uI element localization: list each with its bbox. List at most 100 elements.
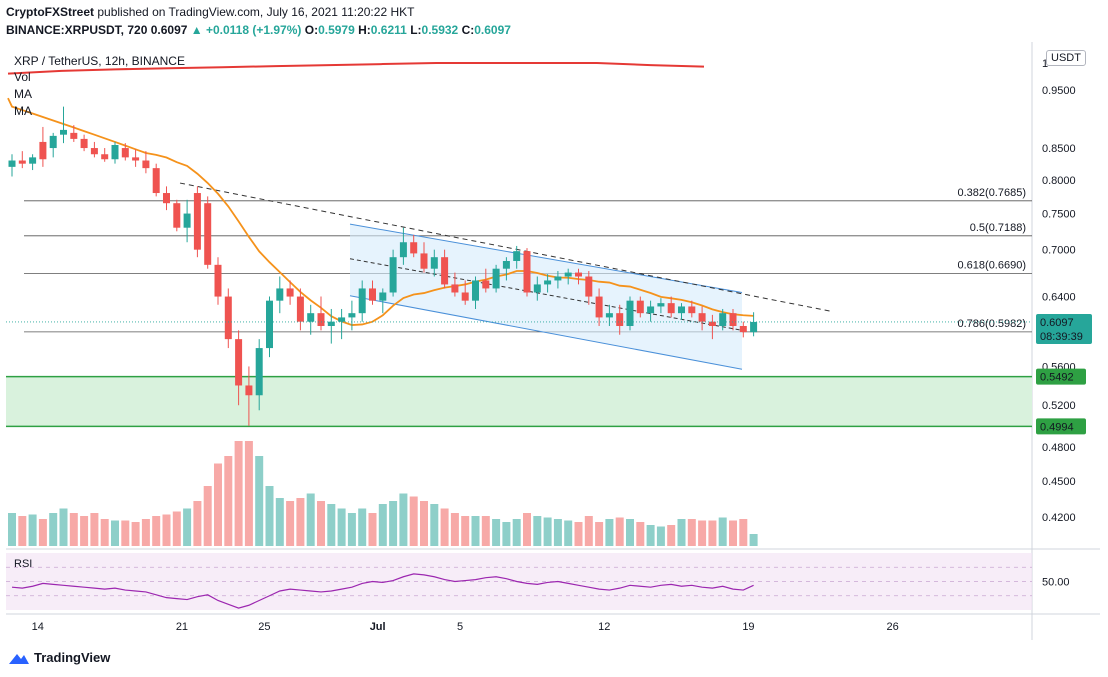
candle-body-40 (420, 253, 428, 269)
rsi-label: RSI (14, 558, 32, 570)
candle-body-47 (492, 268, 500, 289)
volume-bar-45 (471, 516, 480, 546)
candle-body-15 (163, 193, 170, 204)
volume-bar-8 (90, 513, 99, 546)
candle-body-71 (739, 325, 747, 333)
low-value: 0.5932 (421, 23, 459, 37)
fib-label-0: 0.382(0.7685) (958, 187, 1027, 199)
time-axis[interactable]: 14 21 25 Jul 5 12 19 26 (32, 621, 899, 633)
candle-body-50 (523, 251, 531, 293)
candle-body-69 (719, 313, 727, 326)
candle-body-8 (90, 148, 98, 155)
candle-body-17 (183, 213, 191, 228)
candle-body-43 (451, 284, 459, 293)
price-axis[interactable]: 1 0.9500 0.8500 0.8000 0.7500 0.7000 0.6400 0.5… (1042, 58, 1076, 524)
volume-bar-62 (646, 525, 655, 546)
volume-bar-37 (389, 501, 398, 546)
volume-bar-17 (183, 508, 192, 546)
volume-bar-46 (481, 516, 490, 546)
candle-body-24 (255, 348, 263, 396)
symbol-line: BINANCE:XRPUSDT, 720 0.6097 ▲ +0.0118 (+… (6, 23, 511, 37)
volume-bar-50 (523, 513, 531, 546)
candle-body-60 (626, 300, 634, 326)
tradingview-footer[interactable]: TradingView (8, 650, 110, 665)
candle-body-49 (513, 251, 521, 261)
candle-body-54 (564, 272, 572, 277)
support-top-badge-text: 0.5492 (1040, 372, 1074, 384)
candle-body-38 (399, 242, 407, 258)
volume-bar-18 (193, 501, 202, 546)
trendline-dashed (179, 182, 833, 312)
volume-bar-66 (687, 519, 696, 546)
volume-bar-5 (59, 508, 68, 546)
volume-bar-11 (121, 520, 130, 546)
support-zone (6, 375, 1032, 428)
y-tick-label-5: 0.7000 (1042, 245, 1076, 257)
y-tick-label-11: 0.4200 (1042, 512, 1076, 524)
volume-bar-20 (214, 463, 222, 546)
change-text: ▲ +0.0118 (+1.97%) (190, 23, 302, 37)
volume-bar-53 (553, 519, 562, 546)
channel-midline (349, 258, 743, 331)
candle-body-57 (595, 296, 603, 318)
volume-bar-67 (698, 520, 707, 546)
candle-body-27 (286, 288, 294, 297)
candle-body-16 (173, 203, 181, 228)
volume-bar-41 (430, 504, 439, 546)
fib-label-1: 0.5(0.7188) (970, 222, 1026, 234)
candle-body-68 (708, 321, 716, 326)
volume-bar-31 (327, 504, 336, 546)
volume-bar-36 (378, 504, 387, 546)
candle-body-45 (472, 280, 479, 301)
close-label: C: (461, 23, 475, 37)
candle-body-21 (224, 296, 232, 340)
candle-body-39 (410, 242, 418, 254)
candle-body-66 (688, 306, 696, 314)
candle-body-1 (18, 160, 26, 164)
legend-vol[interactable]: Vol (14, 70, 31, 84)
volume-bar-22 (234, 441, 243, 546)
candle-body-3 (39, 141, 47, 160)
x-tick-label-7: 26 (887, 621, 899, 633)
candle-body-25 (266, 300, 273, 349)
tradingview-brand: TradingView (34, 650, 111, 665)
symbol-prefix: BINANCE:XRPUSDT, 720 (6, 23, 148, 37)
volume-bar-32 (337, 508, 346, 546)
legend-ma-2[interactable]: MA (14, 104, 32, 118)
candle-body-18 (193, 193, 201, 250)
candle-body-53 (554, 276, 562, 281)
candle-body-56 (585, 276, 593, 297)
ma-long-line (7, 62, 705, 75)
volume-bar-51 (533, 516, 542, 546)
volume-bar-35 (368, 513, 377, 546)
publisher-name[interactable]: CryptoFXStreet (6, 5, 95, 19)
candle-body-33 (348, 313, 356, 318)
currency-button[interactable]: USDT (1046, 50, 1086, 66)
volume-bar-65 (677, 519, 686, 546)
volume-bar-19 (203, 486, 212, 546)
volume-bar-4 (49, 513, 58, 546)
volume-bar-58 (605, 519, 614, 546)
volume-bar-63 (656, 526, 665, 546)
last-price-text: 0.6097 (150, 23, 188, 37)
volume-bar-71 (739, 519, 748, 546)
legend-ma-1[interactable]: MA (14, 87, 32, 101)
volume-bar-9 (100, 519, 109, 546)
volume-bar-10 (111, 520, 119, 546)
candle-body-35 (369, 288, 376, 301)
rsi-tick-50: 50.00 (1042, 577, 1070, 589)
candles (8, 106, 758, 426)
volume-bar-23 (244, 441, 253, 546)
volume-bar-59 (615, 517, 624, 546)
candle-body-65 (678, 306, 685, 314)
x-tick-label-4: 5 (457, 621, 463, 633)
volume-bar-43 (450, 513, 459, 546)
candle-body-59 (616, 313, 624, 326)
high-label: H: (358, 23, 371, 37)
x-tick-label-1: 21 (176, 621, 188, 633)
rsi-pane: RSI 50.00 (6, 553, 1070, 610)
countdown-text: 08:39:39 (1040, 331, 1083, 343)
volume-bar-28 (296, 498, 305, 546)
candle-body-72 (750, 321, 758, 333)
